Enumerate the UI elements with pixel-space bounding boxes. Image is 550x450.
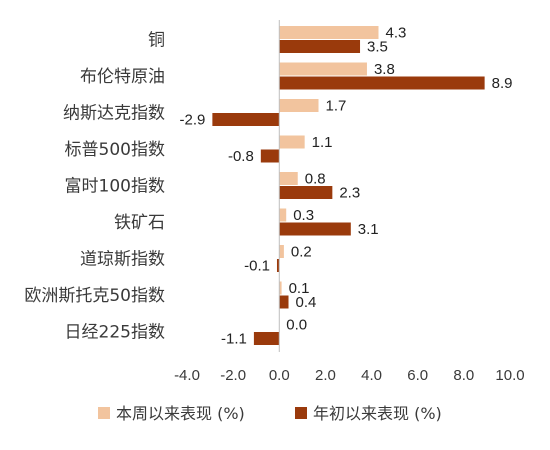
data-label-ytd: 3.5: [367, 39, 388, 56]
data-label-weekly: 0.8: [305, 171, 326, 188]
data-label-weekly: 3.8: [374, 61, 395, 78]
x-tick-label: -4.0: [174, 367, 200, 384]
bar-weekly: [279, 281, 282, 295]
legend-swatch-weekly: [98, 407, 110, 419]
data-label-ytd: 2.3: [339, 185, 360, 202]
x-tick-label: 4.0: [361, 367, 382, 384]
data-label-weekly: 1.7: [326, 98, 347, 115]
bar-ytd: [279, 186, 333, 199]
bar-ytd: [253, 332, 280, 345]
category-label: 布伦特原油: [80, 67, 165, 87]
category-label: 欧洲斯托克50指数: [24, 286, 165, 306]
bar-ytd: [279, 76, 485, 90]
data-label-ytd: 3.1: [358, 221, 379, 238]
category-labels: 铜布伦特原油纳斯达克指数标普500指数富时100指数铁矿石道琼斯指数欧洲斯托克5…: [24, 31, 165, 343]
legend-swatch-ytd: [295, 407, 307, 419]
data-label-weekly: 1.1: [312, 134, 333, 151]
bar-weekly: [279, 99, 319, 112]
data-label-weekly: 0.0: [286, 317, 307, 334]
data-label-ytd: 8.9: [492, 75, 513, 92]
data-label-weekly: 4.3: [385, 25, 406, 42]
x-tick-label: 0.0: [269, 367, 290, 384]
legend-label-ytd: 年初以来表现 (%): [313, 404, 442, 423]
x-tick-label: -2.0: [220, 367, 246, 384]
data-label-ytd: 0.4: [296, 294, 317, 311]
bars: [212, 26, 485, 345]
data-label-ytd: -2.9: [180, 112, 206, 129]
bar-weekly: [279, 245, 284, 258]
category-label: 道琼斯指数: [80, 250, 165, 270]
bar-ytd: [279, 40, 361, 53]
bar-ytd: [260, 149, 280, 163]
x-tick-label: 6.0: [407, 367, 428, 384]
bar-weekly: [279, 62, 367, 76]
legend: 本周以来表现 (%) 年初以来表现 (%): [98, 404, 442, 423]
bar-weekly: [279, 172, 298, 185]
bar-weekly: [279, 26, 379, 39]
data-label-weekly: 0.2: [291, 244, 312, 261]
bar-ytd: [279, 222, 351, 236]
bar-weekly: [279, 135, 305, 149]
x-tick-label: 2.0: [315, 367, 336, 384]
data-label-weekly: 0.3: [293, 207, 314, 224]
data-label-ytd: -0.8: [228, 148, 254, 165]
x-tick-label: 8.0: [453, 367, 474, 384]
bar-ytd: [276, 259, 280, 272]
legend-label-weekly: 本周以来表现 (%): [116, 404, 245, 423]
data-label-weekly: 0.1: [289, 280, 310, 297]
data-labels: 4.33.5 3.8 8.9 1.7 -2.9 1.1 -0.8 0.8 2.3 0.3 3.1 0.…: [180, 25, 513, 348]
x-axis-tick-labels: -4.0 -2.0 0.0 2.0 4.0 6.0 8.0 10.0: [174, 367, 525, 384]
x-tick-label: 10.0: [495, 367, 524, 384]
category-label: 纳斯达克指数: [63, 104, 165, 124]
category-label: 铜: [148, 31, 165, 51]
category-label: 日经225指数: [65, 323, 165, 343]
bar-ytd: [212, 113, 280, 126]
bar-weekly: [279, 208, 287, 222]
bar-ytd: [279, 295, 289, 309]
data-label-ytd: -1.1: [221, 331, 247, 348]
category-label: 标普500指数: [65, 140, 165, 160]
category-label: 富时100指数: [65, 177, 165, 197]
data-label-ytd: -0.1: [244, 258, 270, 275]
category-label: 铁矿石: [114, 213, 165, 233]
